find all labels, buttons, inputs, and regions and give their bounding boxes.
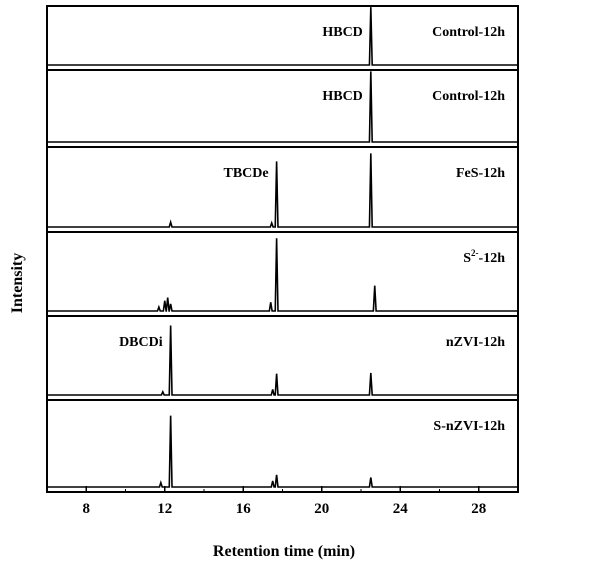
panel-label: FeS-12h (456, 166, 505, 181)
panels-layer: Control-12h HBCD Control-12h HBCD FeS-12h TBC… (46, 5, 519, 493)
panel-label: Control-12h (432, 89, 505, 104)
panel-label: Control-12h (432, 25, 505, 40)
chromatogram-panel: FeS-12h TBCDe (47, 146, 518, 228)
x-tick-label: 12 (157, 501, 172, 517)
x-tick-label: 24 (393, 501, 409, 517)
chromatogram-trace (47, 415, 518, 488)
chromatogram-trace (47, 238, 518, 312)
peak-annotation: TBCDe (223, 166, 268, 181)
chromatogram-panel: nZVI-12h DBCDi (47, 315, 518, 396)
chromatogram-trace (47, 325, 518, 396)
chromatogram-trace (47, 71, 518, 143)
x-axis: 8 12 16 20 24 28 (46, 486, 519, 517)
x-axis-title: Retention time (min) (213, 543, 355, 560)
x-tick-label: 20 (314, 501, 329, 517)
chromatogram-panel: S2--12h (47, 231, 518, 312)
chromatogram-panel: S-nZVI-12h (47, 399, 518, 488)
chromatogram-trace (47, 7, 518, 66)
chromatogram-trace (47, 153, 518, 228)
x-tick-label: 28 (471, 501, 486, 517)
peak-annotation: HBCD (322, 25, 362, 40)
x-tick-label: 16 (236, 501, 252, 517)
panel-label: nZVI-12h (446, 335, 505, 350)
x-tick-label: 8 (83, 501, 91, 517)
panel-label: S2--12h (463, 248, 505, 266)
chromatogram-panel: Control-12h HBCD (47, 69, 518, 143)
peak-annotation: HBCD (322, 89, 362, 104)
chromatogram-panel: Control-12h HBCD (47, 7, 518, 66)
peak-annotation: DBCDi (119, 335, 163, 350)
panel-label: S-nZVI-12h (433, 419, 505, 434)
y-axis-title: Intensity (9, 253, 26, 313)
